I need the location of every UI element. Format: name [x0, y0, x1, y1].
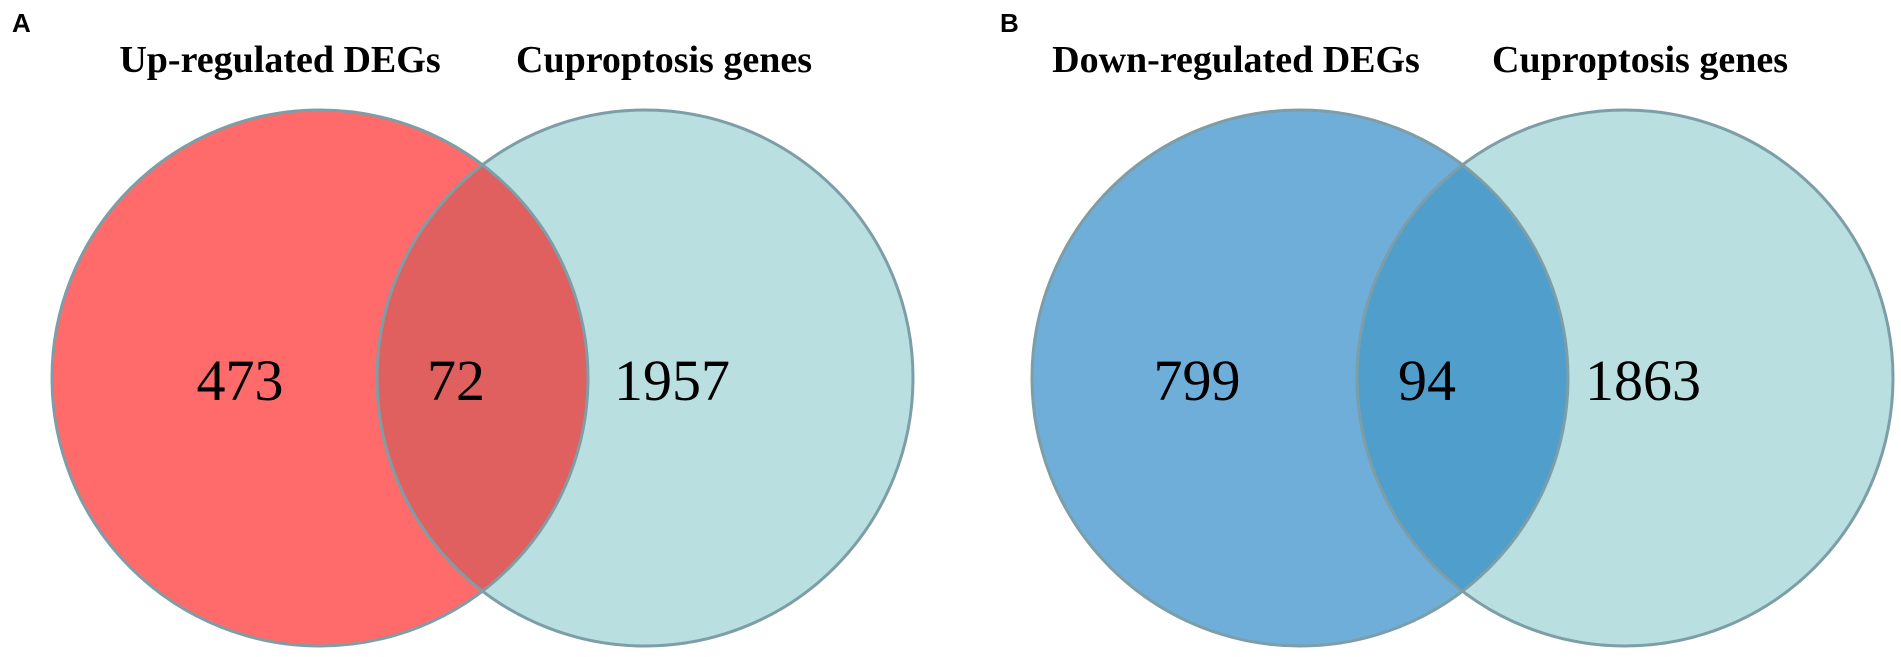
- panel-a-left-only-count: 473: [197, 348, 284, 413]
- panel-a-right-only-count: 1957: [614, 348, 730, 413]
- panel-b-right-only-count: 1863: [1585, 348, 1701, 413]
- panel-a-intersection-count: 72: [427, 348, 485, 413]
- panel-a: A Up-regulated DEGs Cuproptosis genes 47…: [12, 8, 915, 648]
- panel-b-intersection-count: 94: [1398, 348, 1456, 413]
- panel-b-right-set-title: Cuproptosis genes: [1492, 39, 1788, 81]
- panel-a-intersection: [377, 110, 588, 646]
- panel-b: B Down-regulated DEGs Cuproptosis genes …: [1000, 8, 1895, 648]
- panel-a-right-outline: [375, 108, 915, 648]
- panel-a-right-set-title: Cuproptosis genes: [516, 39, 812, 81]
- panel-b-intersection: [1357, 110, 1568, 646]
- panel-b-right-outline: [1355, 108, 1895, 648]
- panel-a-left-outline: [50, 108, 590, 648]
- panel-b-left-only-count: 799: [1154, 348, 1241, 413]
- panel-b-label: B: [1000, 8, 1019, 38]
- panel-b-left-set-title: Down-regulated DEGs: [1052, 39, 1420, 81]
- panel-b-left-outline: [1030, 108, 1570, 648]
- panel-a-label: A: [12, 8, 31, 38]
- panel-a-left-set-title: Up-regulated DEGs: [119, 39, 440, 81]
